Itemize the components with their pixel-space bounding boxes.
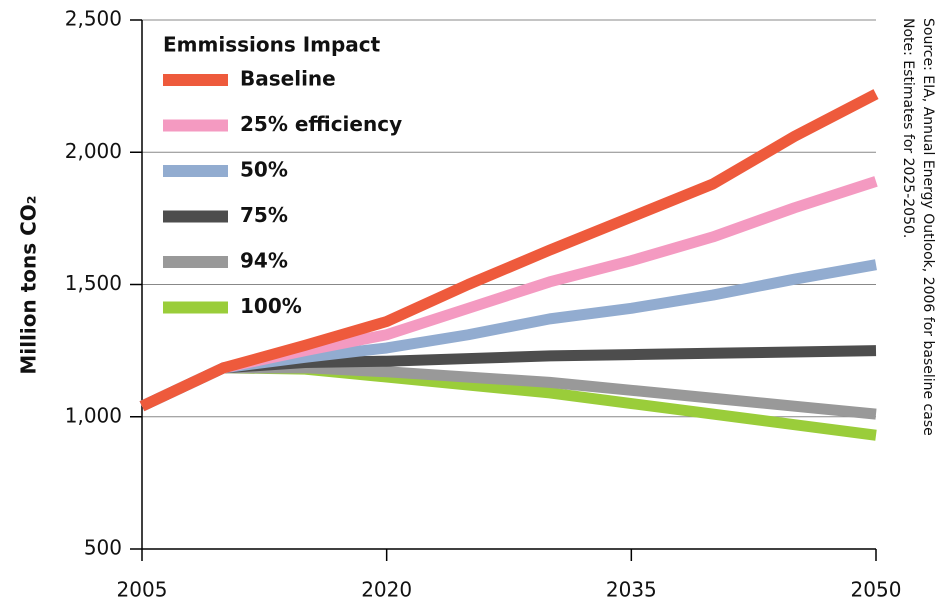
x-tick-label: 2005 [117, 578, 168, 602]
y-tick-label: 2,000 [65, 139, 122, 163]
y-tick-label: 500 [84, 536, 122, 560]
legend-label: 100% [240, 294, 302, 318]
y-tick-label: 2,500 [65, 7, 122, 31]
legend-title: Emmissions Impact [163, 33, 381, 57]
legend-swatch [163, 165, 228, 177]
source-note: Source: EIA, Annual Energy Outlook, 2006… [920, 18, 936, 436]
legend-swatch [163, 74, 228, 86]
legend-swatch [163, 301, 228, 314]
legend-label: 75% [240, 203, 288, 227]
legend-label: 94% [240, 249, 288, 273]
legend-swatch [163, 210, 228, 223]
legend-label: 50% [240, 158, 288, 182]
y-tick-label: 1,500 [65, 271, 122, 295]
x-tick-label: 2050 [851, 578, 902, 602]
legend-swatch [163, 256, 228, 268]
legend-label: Baseline [240, 67, 336, 91]
note: Note: Estimates for 2025-2050. [900, 18, 916, 238]
x-tick-label: 2020 [361, 578, 412, 602]
legend-swatch [163, 119, 228, 132]
x-tick-label: 2035 [606, 578, 657, 602]
series-line [139, 89, 879, 412]
legend-label: 25% efficiency [240, 112, 402, 136]
y-tick-label: 1,000 [65, 403, 122, 427]
y-axis-label: Million tons CO₂ [17, 195, 41, 374]
